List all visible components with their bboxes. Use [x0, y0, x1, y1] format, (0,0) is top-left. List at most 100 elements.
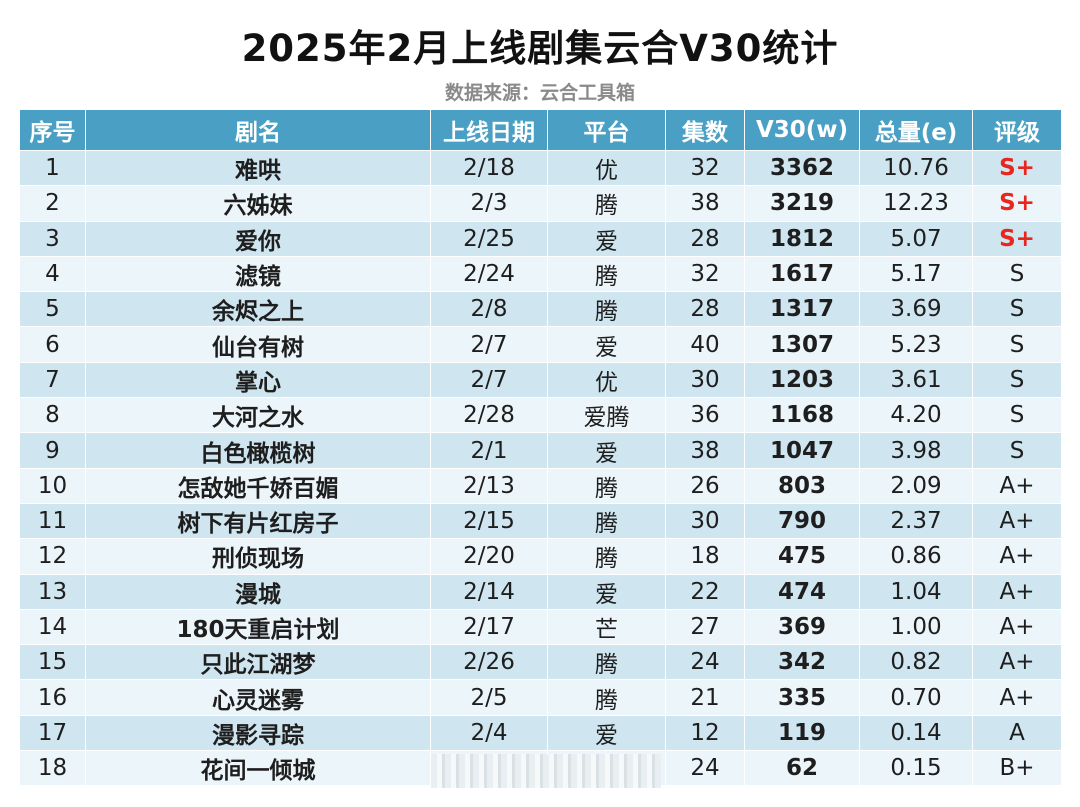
- cell-episodes: 22: [665, 573, 745, 610]
- cell-no: 10: [19, 467, 86, 504]
- cell-no: 16: [19, 679, 86, 716]
- cell-v30: 474: [744, 573, 860, 610]
- cell-episodes: 28: [665, 220, 745, 257]
- cell-no: 15: [19, 644, 86, 681]
- cell-grade: A+: [972, 644, 1062, 681]
- table-row: 9 白色橄榄树 2/1 爱 38 1047 3.98 S: [19, 432, 1062, 469]
- cell-platform: 腾: [547, 467, 666, 504]
- header-episodes: 集数: [665, 109, 745, 151]
- cell-total: 3.69: [859, 291, 973, 328]
- cell-no: 4: [19, 255, 86, 293]
- cell-platform: 腾: [547, 502, 666, 540]
- cell-date: 2/26: [430, 644, 548, 681]
- cell-total: 10.76: [859, 149, 973, 187]
- cell-v30: 335: [744, 679, 860, 716]
- cell-name: 滤镜: [85, 255, 431, 293]
- header-name: 剧名: [85, 109, 431, 151]
- cell-date: 2/13: [430, 467, 548, 504]
- cell-platform: 爱: [547, 573, 666, 610]
- cell-grade: A+: [972, 679, 1062, 716]
- cell-total: 12.23: [859, 185, 973, 222]
- cell-date: 2/28: [430, 397, 548, 434]
- cell-v30: 1047: [744, 432, 860, 469]
- cell-no: 18: [19, 750, 86, 787]
- cell-name: 六姊妹: [85, 185, 431, 222]
- table-row: 17 漫影寻踪 2/4 爱 12 119 0.14 A: [19, 714, 1062, 752]
- cell-platform: 腾: [547, 255, 666, 293]
- cell-name: 怎敌她千娇百媚: [85, 467, 431, 504]
- cell-platform: 腾: [547, 644, 666, 681]
- cell-name: 花间一倾城: [85, 750, 431, 787]
- cell-name: 漫城: [85, 573, 431, 610]
- cell-episodes: 18: [665, 538, 745, 575]
- cell-grade: S+: [972, 220, 1062, 257]
- cell-v30: 369: [744, 608, 860, 646]
- cell-no: 5: [19, 291, 86, 328]
- cell-v30: 1812: [744, 220, 860, 257]
- table-row: 11 树下有片红房子 2/15 腾 30 790 2.37 A+: [19, 502, 1062, 540]
- cell-no: 11: [19, 502, 86, 540]
- cell-v30: 475: [744, 538, 860, 575]
- cell-episodes: 26: [665, 467, 745, 504]
- header-grade: 评级: [972, 109, 1062, 151]
- cell-no: 13: [19, 573, 86, 610]
- cell-no: 1: [19, 149, 86, 187]
- cell-episodes: 38: [665, 432, 745, 469]
- cell-episodes: 21: [665, 679, 745, 716]
- cell-name: 难哄: [85, 149, 431, 187]
- cell-platform: 爱: [547, 220, 666, 257]
- cell-platform: 优: [547, 361, 666, 399]
- cell-name: 只此江湖梦: [85, 644, 431, 681]
- table-row: 8 大河之水 2/28 爱腾 36 1168 4.20 S: [19, 397, 1062, 434]
- cell-v30: 1168: [744, 397, 860, 434]
- header-date: 上线日期: [430, 109, 548, 151]
- table-row: 7 掌心 2/7 优 30 1203 3.61 S: [19, 361, 1062, 399]
- cell-total: 3.61: [859, 361, 973, 399]
- cell-episodes: 40: [665, 326, 745, 363]
- table-row: 6 仙台有树 2/7 爱 40 1307 5.23 S: [19, 326, 1062, 363]
- cell-grade: S: [972, 397, 1062, 434]
- cell-grade: S: [972, 326, 1062, 363]
- cell-platform: 爱腾: [547, 397, 666, 434]
- cell-total: 0.14: [859, 714, 973, 752]
- watermark-blur: [431, 754, 661, 788]
- cell-episodes: 27: [665, 608, 745, 646]
- cell-grade: A+: [972, 573, 1062, 610]
- data-source: 数据来源：云合工具箱: [444, 82, 635, 104]
- cell-total: 5.17: [859, 255, 973, 293]
- table-row: 14 180天重启计划 2/17 芒 27 369 1.00 A+: [19, 608, 1062, 646]
- cell-grade: S: [972, 291, 1062, 328]
- table-row: 2 六姊妹 2/3 腾 38 3219 12.23 S+: [19, 185, 1062, 222]
- cell-date: 2/1: [430, 432, 548, 469]
- cell-date: 2/14: [430, 573, 548, 610]
- cell-no: 17: [19, 714, 86, 752]
- cell-v30: 803: [744, 467, 860, 504]
- cell-name: 大河之水: [85, 397, 431, 434]
- cell-platform: 爱: [547, 326, 666, 363]
- cell-grade: A+: [972, 538, 1062, 575]
- cell-name: 刑侦现场: [85, 538, 431, 575]
- cell-name: 白色橄榄树: [85, 432, 431, 469]
- header-total: 总量(e): [859, 109, 973, 151]
- cell-total: 4.20: [859, 397, 973, 434]
- cell-episodes: 30: [665, 502, 745, 540]
- cell-no: 6: [19, 326, 86, 363]
- cell-date: 2/20: [430, 538, 548, 575]
- cell-grade: B+: [972, 750, 1062, 787]
- cell-name: 漫影寻踪: [85, 714, 431, 752]
- cell-platform: 腾: [547, 538, 666, 575]
- cell-grade: A+: [972, 608, 1062, 646]
- cell-date: 2/3: [430, 185, 548, 222]
- cell-date: 2/15: [430, 502, 548, 540]
- cell-total: 0.70: [859, 679, 973, 716]
- cell-grade: S+: [972, 149, 1062, 187]
- cell-platform: 芒: [547, 608, 666, 646]
- cell-v30: 1307: [744, 326, 860, 363]
- cell-total: 5.23: [859, 326, 973, 363]
- header-v30: V30(w): [744, 109, 860, 151]
- cell-episodes: 32: [665, 149, 745, 187]
- cell-no: 7: [19, 361, 86, 399]
- cell-total: 0.82: [859, 644, 973, 681]
- cell-total: 1.00: [859, 608, 973, 646]
- cell-v30: 1617: [744, 255, 860, 293]
